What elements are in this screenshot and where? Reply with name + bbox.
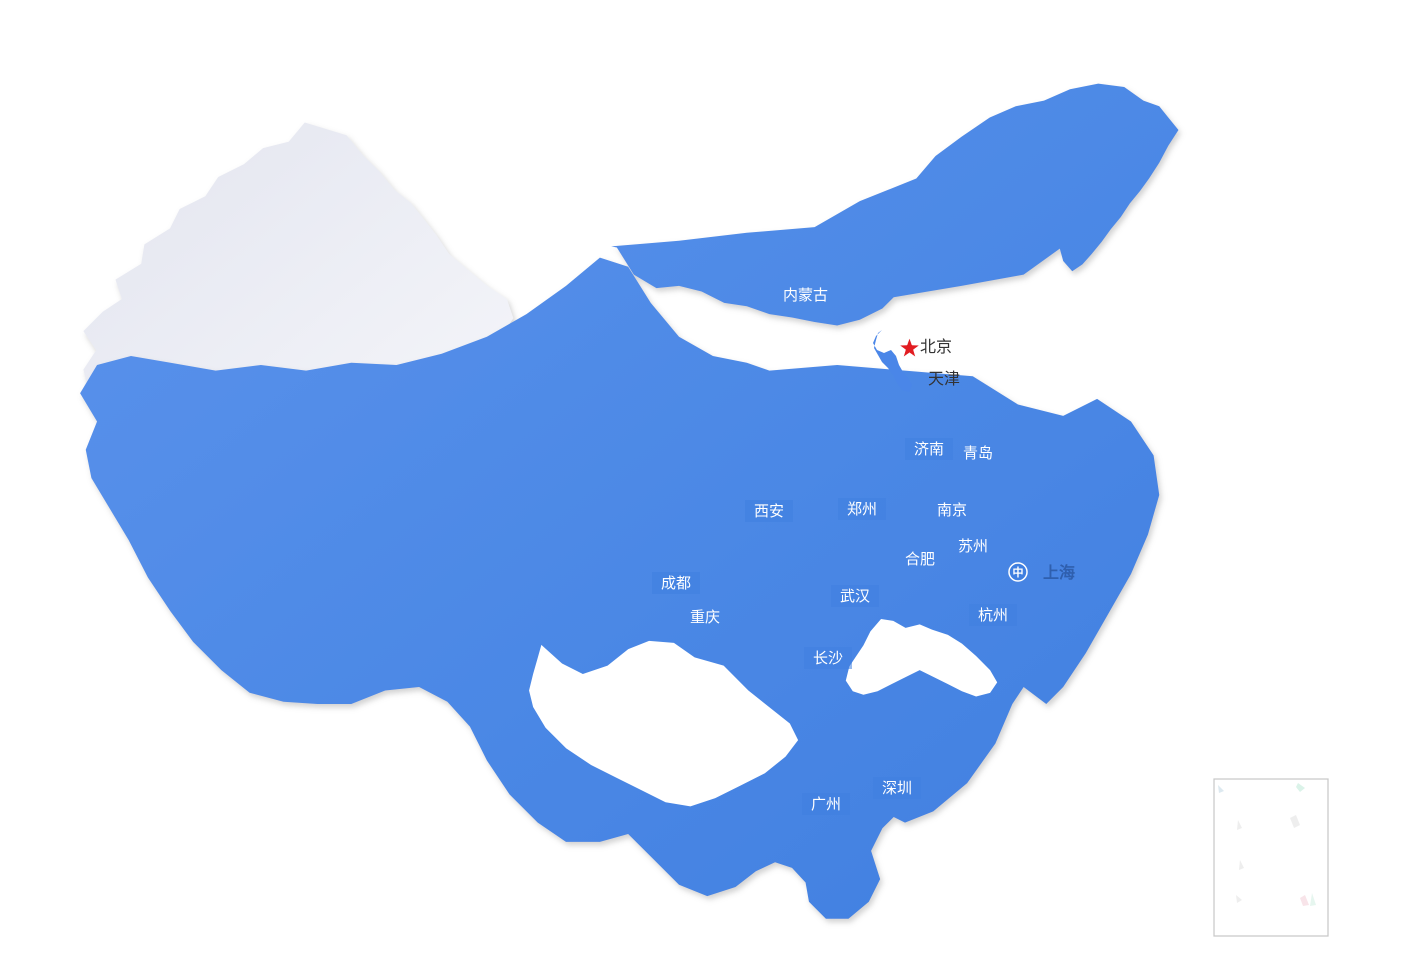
svg-text:天津: 天津 [928,370,960,388]
svg-text:成都: 成都 [661,575,691,592]
svg-text:重庆: 重庆 [690,609,720,626]
svg-text:广州: 广州 [811,796,841,813]
svg-text:西安: 西安 [754,503,784,520]
svg-text:中: 中 [1013,565,1024,579]
svg-text:济南: 济南 [914,441,944,458]
svg-text:北京: 北京 [920,338,952,356]
svg-text:深圳: 深圳 [882,780,912,797]
svg-text:青岛: 青岛 [963,445,993,462]
svg-text:武汉: 武汉 [840,588,870,605]
svg-text:内蒙古: 内蒙古 [783,287,828,304]
svg-text:南京: 南京 [937,502,967,519]
svg-text:合肥: 合肥 [905,551,935,568]
svg-text:长沙: 长沙 [813,650,843,667]
svg-text:上海: 上海 [1043,563,1075,582]
svg-text:苏州: 苏州 [958,538,988,555]
svg-text:杭州: 杭州 [978,607,1008,624]
svg-text:郑州: 郑州 [847,501,877,518]
